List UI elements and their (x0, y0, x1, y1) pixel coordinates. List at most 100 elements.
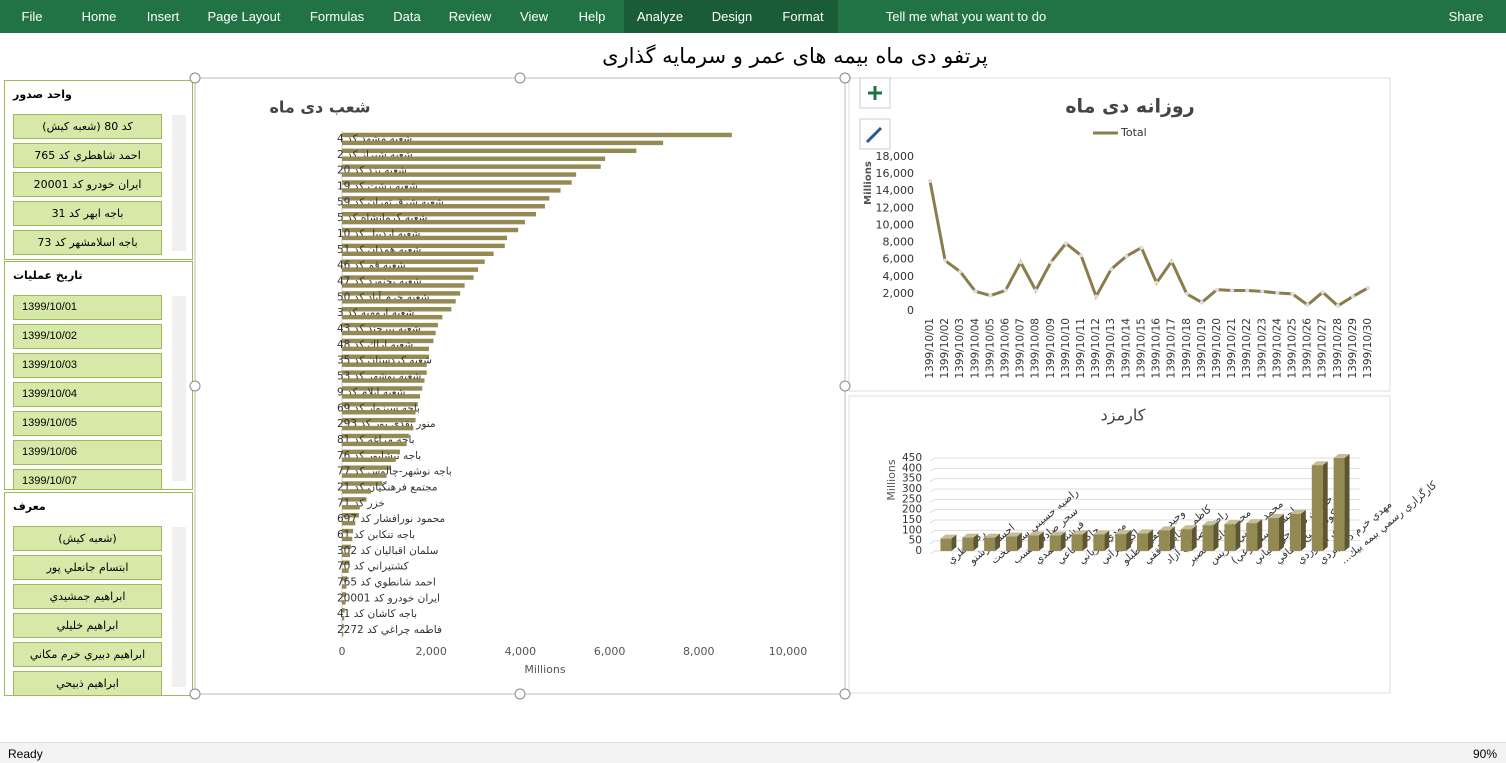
x-tick-label: 1399/10/24 (1271, 318, 1283, 379)
y-tick-label: شعبه اروميه كد 3 (337, 307, 414, 319)
bar (342, 410, 416, 415)
bar-side (1213, 521, 1219, 551)
grid-line (929, 529, 1360, 534)
y-tick-label: باجه تنكابن كد 61 (337, 529, 415, 541)
ribbon-tab[interactable]: Help (578, 9, 606, 24)
tell-me[interactable]: Tell me what you want to do (885, 9, 1047, 24)
chart-title: روزانه دی ماه (1065, 96, 1194, 118)
slicer-item[interactable]: ايران خودرو كد 20001 (13, 172, 162, 197)
y-tick-label: شعبه شيراز كد 2 (337, 149, 413, 161)
ribbon-tab[interactable]: Formulas (309, 9, 365, 24)
y-tick-label: شعبه اردبيل كد 10 (337, 228, 420, 240)
ribbon-tab[interactable]: Data (393, 9, 421, 24)
ribbon-tab[interactable]: Page Layout (207, 9, 281, 24)
slicer-item[interactable]: 1399/10/04 (13, 382, 162, 407)
ribbon-tab[interactable]: Format (782, 9, 824, 24)
bar (342, 322, 438, 328)
x-tick-label: 1399/10/20 (1211, 318, 1223, 379)
bar (1224, 524, 1236, 551)
point (1048, 260, 1053, 265)
y-tick-label: كشتيراني كد 70 (337, 561, 409, 573)
slicer-item[interactable]: 1399/10/05 (13, 411, 162, 436)
ribbon-tab[interactable]: File (21, 9, 43, 24)
bar-top (1137, 529, 1153, 534)
slicer-item[interactable]: ابراهيم خليلي (13, 613, 162, 638)
ribbon-tab[interactable]: Home (81, 9, 117, 24)
slicer-item[interactable]: باجه ابهر كد 31 (13, 201, 162, 226)
ribbon-tab[interactable]: View (520, 9, 548, 24)
bar (342, 362, 427, 367)
x-tick-label: راضيه صابري آزاد (1163, 507, 1230, 566)
bar (342, 378, 425, 383)
bar-top (1115, 530, 1132, 535)
slicer-item[interactable]: ابتسام جانعلي پور (13, 555, 162, 580)
bar (342, 576, 348, 581)
x-tick-label: 1399/10/11 (1075, 318, 1087, 379)
bar-side (1279, 513, 1285, 551)
ribbon-tab[interactable]: Review (448, 9, 492, 24)
bar-top (1333, 454, 1350, 458)
y-tick-label: سلمان اقباليان كد 302 (337, 545, 438, 557)
chart-style-button[interactable] (859, 118, 891, 150)
slicer-item[interactable]: ابراهيم جمشيدي (13, 584, 162, 609)
slicer-item[interactable]: 1399/10/02 (13, 324, 162, 349)
ribbon-tab[interactable]: Analyze (636, 9, 684, 24)
y-tick-label: احمد شانطوي كد 765 (337, 577, 436, 589)
slicer-item[interactable]: ابراهيم دبيري خرم مكاني (13, 642, 162, 667)
x-tick-label: شكوفه شيخ شفافي (1273, 501, 1347, 566)
bar (984, 537, 996, 551)
slicer-item[interactable]: ابراهيم ذبيحي (13, 671, 162, 695)
x-tick-label: 1399/10/23 (1256, 318, 1268, 379)
y-tick-label: 6,000 (883, 253, 915, 266)
bar (342, 156, 606, 161)
x-axis-title: Millions (524, 663, 565, 676)
bar (1246, 523, 1258, 551)
point (1169, 259, 1174, 264)
zoom-level: 90% (1473, 747, 1498, 761)
slicer-item[interactable]: 1399/10/07 (13, 469, 162, 489)
point (1214, 287, 1219, 292)
slicer-item[interactable]: 1399/10/06 (13, 440, 162, 465)
bar (342, 560, 350, 565)
slicer-item[interactable]: (شعبه کیش) کد 80 (13, 114, 162, 139)
share-button[interactable]: Share (1448, 9, 1484, 24)
bar-side (1191, 525, 1197, 551)
bar (342, 394, 421, 399)
point (1079, 253, 1084, 258)
bar (342, 235, 508, 241)
bar (342, 489, 371, 494)
slicer-item[interactable]: 1399/10/01 (13, 295, 162, 320)
slicer-item[interactable]: (شعبه کیش) (13, 526, 162, 551)
bar-side (1126, 530, 1132, 551)
y-tick-label: باجه كاشان كد 41 (337, 608, 417, 620)
slicer-item[interactable]: باجه اسلامشهر كد 73 (13, 230, 162, 255)
x-tick-label: مهدي اله وردي (1295, 515, 1353, 566)
bar-side (1082, 530, 1088, 551)
slicer-item[interactable]: احمد شاهطري كد 765 (13, 143, 162, 168)
add-element-button[interactable] (859, 77, 891, 109)
bar-side (995, 533, 1001, 551)
x-tick-label: 1399/10/27 (1317, 318, 1329, 379)
point (1335, 303, 1340, 308)
plus-icon (868, 86, 882, 100)
ribbon-tab[interactable]: Insert (146, 9, 180, 24)
x-tick-label: احسان سلوچوغي) (1229, 505, 1299, 566)
bar (342, 592, 347, 597)
y-tick-label: 2,000 (883, 287, 915, 300)
x-tick-label: 1399/10/16 (1151, 318, 1163, 379)
bar (1202, 525, 1214, 551)
ribbon-tab[interactable]: Design (711, 9, 753, 24)
bar-top (962, 533, 979, 538)
scrollbar (172, 296, 186, 481)
y-axis-title: Millions (863, 161, 874, 205)
slicer-title: معرف (13, 500, 46, 513)
bar (940, 538, 952, 551)
bar-side (1038, 531, 1044, 551)
bar (342, 520, 356, 526)
bar-side (1344, 454, 1350, 551)
bar (342, 528, 354, 534)
x-tick-label: محمد حسيني سريس (1207, 498, 1286, 567)
chart-title: شعب دی ماه (269, 98, 370, 117)
slicer-item[interactable]: 1399/10/03 (13, 353, 162, 378)
x-tick-label: 1399/10/12 (1090, 318, 1102, 379)
